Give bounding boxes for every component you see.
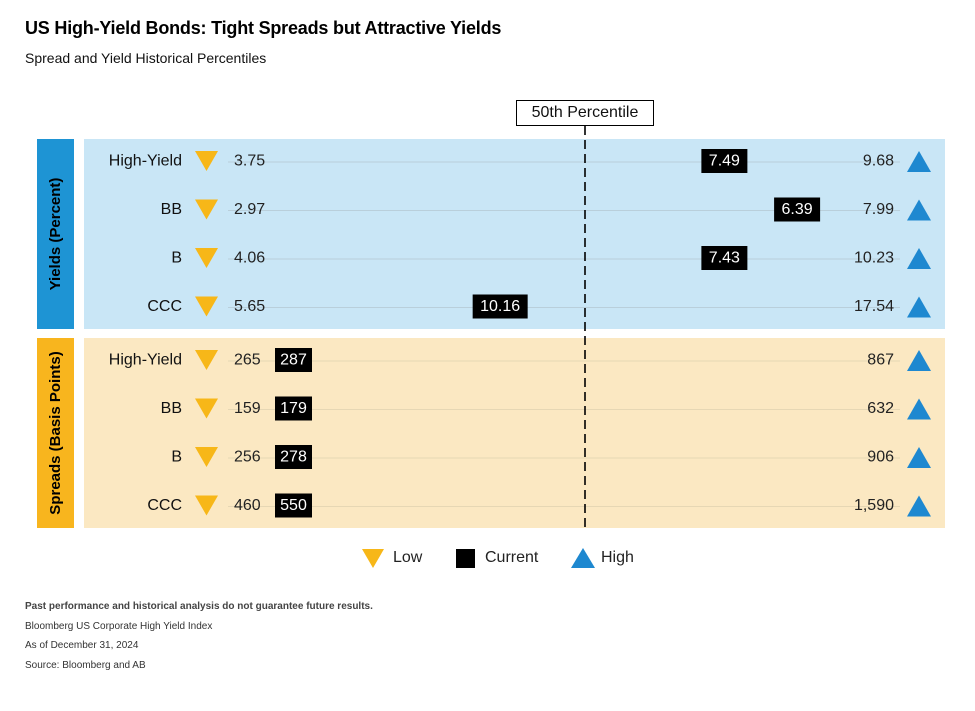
high-value: 906 xyxy=(867,449,894,466)
high-marker xyxy=(907,350,931,371)
high-marker xyxy=(907,296,931,318)
high-marker xyxy=(907,495,931,517)
high-value: 867 xyxy=(867,352,894,369)
current-marker xyxy=(774,197,821,222)
high-value: 17.54 xyxy=(854,298,894,315)
low-marker xyxy=(195,248,218,268)
group-panel-background xyxy=(84,338,945,528)
current-square-icon xyxy=(456,548,475,568)
row-label: B xyxy=(171,449,182,466)
chart-title: US High-Yield Bonds: Tight Spreads but A… xyxy=(25,18,502,38)
current-marker xyxy=(275,493,312,518)
fiftieth-percentile-label: 50th Percentile xyxy=(516,100,654,126)
row-label: BB xyxy=(161,400,182,417)
row-label: CCC xyxy=(147,298,182,315)
low-marker xyxy=(195,495,218,516)
high-marker xyxy=(907,398,931,420)
low-value: 159 xyxy=(234,400,261,417)
group-label: Yields (Percent) xyxy=(47,178,64,291)
low-value: 256 xyxy=(234,449,261,466)
high-triangle-icon xyxy=(571,548,595,568)
current-marker xyxy=(275,445,312,469)
legend-high-label: High xyxy=(601,549,634,566)
low-value: 5.65 xyxy=(234,298,265,315)
footnote-disclaimer: Past performance and historical analysis… xyxy=(25,601,373,612)
high-marker xyxy=(907,199,931,221)
current-value: 278 xyxy=(280,449,307,466)
current-marker xyxy=(472,294,528,319)
high-value: 7.99 xyxy=(863,201,894,218)
legend-current-label: Current xyxy=(485,549,539,566)
high-marker xyxy=(907,248,931,269)
row-label: B xyxy=(171,250,182,267)
low-marker xyxy=(195,350,218,370)
current-marker xyxy=(701,149,748,173)
low-marker xyxy=(195,199,218,220)
chart-subtitle: Spread and Yield Historical Percentiles xyxy=(25,50,267,66)
row-label: CCC xyxy=(147,497,182,514)
high-marker xyxy=(907,447,931,468)
footnote-index: Bloomberg US Corporate High Yield Index xyxy=(25,621,213,632)
current-value: 7.43 xyxy=(709,250,740,267)
legend-low: Low xyxy=(362,545,422,571)
legend: Low Current High xyxy=(0,545,975,571)
row-label: High-Yield xyxy=(109,352,182,369)
legend-high: High xyxy=(571,545,634,571)
row-label: High-Yield xyxy=(109,153,182,170)
current-marker xyxy=(701,246,748,270)
legend-current: Current xyxy=(456,545,538,571)
row-label: BB xyxy=(161,201,182,218)
low-marker xyxy=(195,398,218,419)
current-value: 10.16 xyxy=(480,298,520,315)
high-value: 10.23 xyxy=(854,250,894,267)
current-value: 6.39 xyxy=(782,201,813,218)
low-triangle-icon xyxy=(362,548,384,568)
current-value: 550 xyxy=(280,497,307,514)
current-marker xyxy=(275,348,312,372)
low-value: 2.97 xyxy=(234,201,265,218)
low-marker xyxy=(195,296,218,317)
group-label: Spreads (Basis Points) xyxy=(47,351,64,514)
group-label-bar xyxy=(37,139,74,329)
footnote-date: As of December 31, 2024 xyxy=(25,640,139,651)
low-value: 3.75 xyxy=(234,153,265,170)
percentile-chart: Yields (Percent)High-Yield 3.75 9.687.49BB… xyxy=(37,126,945,530)
group-label-bar xyxy=(37,338,74,528)
current-value: 287 xyxy=(280,352,307,369)
current-value: 179 xyxy=(280,400,307,417)
high-value: 9.68 xyxy=(863,153,894,170)
current-value: 7.49 xyxy=(709,153,740,170)
low-value: 265 xyxy=(234,352,261,369)
high-value: 1,590 xyxy=(854,497,894,514)
low-value: 4.06 xyxy=(234,250,265,267)
legend-low-label: Low xyxy=(393,549,423,566)
footnote-source: Source: Bloomberg and AB xyxy=(25,660,146,671)
current-marker xyxy=(275,396,312,421)
high-value: 632 xyxy=(867,400,894,417)
high-marker xyxy=(907,151,931,172)
low-marker xyxy=(195,151,218,171)
low-value: 460 xyxy=(234,497,261,514)
low-marker xyxy=(195,447,218,467)
